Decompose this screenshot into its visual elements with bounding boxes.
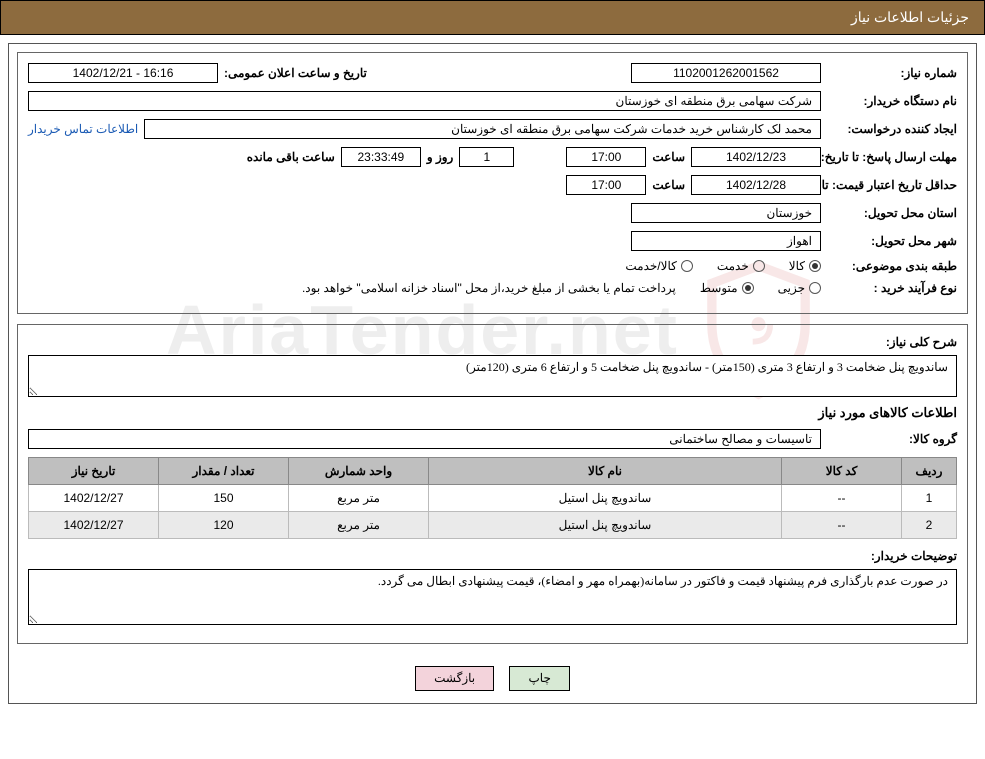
cell-qty: 150 (159, 485, 289, 512)
deadline-label: مهلت ارسال پاسخ: تا تاریخ: (827, 150, 957, 164)
buyer-contact-link[interactable]: اطلاعات تماس خریدار (28, 122, 138, 136)
row-classification: طبقه بندی موضوعی: کالا خدمت کالا/خدمت (28, 259, 957, 273)
deadline-date: 1402/12/23 (691, 147, 821, 167)
table-header-row: ردیف کد کالا نام کالا واحد شمارش تعداد /… (29, 458, 957, 485)
row-buyer-notes: توضیحات خریدار: در صورت عدم بارگذاری فرم… (28, 549, 957, 625)
classification-both[interactable]: کالا/خدمت (625, 259, 692, 273)
deadline-countdown: 23:33:49 (341, 147, 421, 167)
table-row: 2 -- ساندویچ پنل استیل متر مربع 120 1402… (29, 512, 957, 539)
page-title: جزئیات اطلاعات نیاز (851, 9, 969, 25)
th-unit: واحد شمارش (289, 458, 429, 485)
need-number-value: 1102001262001562 (631, 63, 821, 83)
deadline-days-label: روز و (427, 150, 454, 164)
validity-date: 1402/12/28 (691, 175, 821, 195)
buyer-notes-label: توضیحات خریدار: (827, 549, 957, 563)
classification-goods[interactable]: کالا (789, 259, 821, 273)
purchase-medium[interactable]: متوسط (700, 281, 754, 295)
purchase-partial[interactable]: جزیی (778, 281, 821, 295)
button-bar: چاپ بازگشت (17, 654, 968, 695)
th-date: تاریخ نیاز (29, 458, 159, 485)
items-section: شرح کلی نیاز: ساندویچ پنل ضخامت 3 و ارتف… (17, 324, 968, 644)
cell-name: ساندویچ پنل استیل (429, 485, 782, 512)
deadline-time-label: ساعت (652, 150, 685, 164)
province-value: خوزستان (631, 203, 821, 223)
row-city: شهر محل تحویل: اهواز (28, 231, 957, 251)
validity-label: حداقل تاریخ اعتبار قیمت: تا تاریخ: (827, 178, 957, 192)
announce-date-value: 16:16 - 1402/12/21 (28, 63, 218, 83)
page-title-bar: جزئیات اطلاعات نیاز (0, 0, 985, 35)
deadline-remain-label: ساعت باقی مانده (247, 150, 335, 164)
classification-label: طبقه بندی موضوعی: (827, 259, 957, 273)
radio-both-label: کالا/خدمت (625, 259, 676, 273)
radio-goods-icon (809, 260, 821, 272)
group-label: گروه کالا: (827, 432, 957, 446)
requester-value: محمد لک کارشناس خرید خدمات شرکت سهامی بر… (144, 119, 821, 139)
row-group: گروه کالا: تاسیسات و مصالح ساختمانی (28, 429, 957, 449)
city-label: شهر محل تحویل: (827, 234, 957, 248)
row-province: استان محل تحویل: خوزستان (28, 203, 957, 223)
city-value: اهواز (631, 231, 821, 251)
th-name: نام کالا (429, 458, 782, 485)
radio-medium-label: متوسط (700, 281, 738, 295)
classification-service[interactable]: خدمت (717, 259, 765, 273)
validity-time: 17:00 (566, 175, 646, 195)
cell-date: 1402/12/27 (29, 512, 159, 539)
row-buyer-device: نام دستگاه خریدار: شرکت سهامی برق منطقه … (28, 91, 957, 111)
row-need-number: شماره نیاز: 1102001262001562 تاریخ و ساع… (28, 63, 957, 83)
purchase-type-label: نوع فرآیند خرید : (827, 281, 957, 295)
cell-n: 2 (902, 512, 957, 539)
items-title: اطلاعات کالاهای مورد نیاز (28, 405, 957, 421)
announce-date-label: تاریخ و ساعت اعلان عمومی: (224, 66, 367, 80)
cell-code: -- (782, 485, 902, 512)
main-container: شماره نیاز: 1102001262001562 تاریخ و ساع… (8, 43, 977, 704)
cell-unit: متر مربع (289, 485, 429, 512)
th-qty: تعداد / مقدار (159, 458, 289, 485)
buyer-device-label: نام دستگاه خریدار: (827, 94, 957, 108)
buyer-device-value: شرکت سهامی برق منطقه ای خوزستان (28, 91, 821, 111)
buyer-notes-value[interactable]: در صورت عدم بارگذاری فرم پیشنهاد قیمت و … (28, 569, 957, 625)
cell-n: 1 (902, 485, 957, 512)
table-row: 1 -- ساندویچ پنل استیل متر مربع 150 1402… (29, 485, 957, 512)
province-label: استان محل تحویل: (827, 206, 957, 220)
need-desc-label: شرح کلی نیاز: (827, 335, 957, 349)
row-purchase-type: نوع فرآیند خرید : جزیی متوسط پرداخت تمام… (28, 281, 957, 295)
deadline-days: 1 (459, 147, 514, 167)
row-need-desc: شرح کلی نیاز: ساندویچ پنل ضخامت 3 و ارتف… (28, 335, 957, 397)
deadline-time: 17:00 (566, 147, 646, 167)
row-requester: ایجاد کننده درخواست: محمد لک کارشناس خری… (28, 119, 957, 139)
radio-service-icon (753, 260, 765, 272)
need-number-label: شماره نیاز: (827, 66, 957, 80)
info-section: شماره نیاز: 1102001262001562 تاریخ و ساع… (17, 52, 968, 314)
cell-unit: متر مربع (289, 512, 429, 539)
validity-time-label: ساعت (652, 178, 685, 192)
need-desc-value[interactable]: ساندویچ پنل ضخامت 3 و ارتفاع 3 متری (150… (28, 355, 957, 397)
row-validity: حداقل تاریخ اعتبار قیمت: تا تاریخ: 1402/… (28, 175, 957, 195)
radio-service-label: خدمت (717, 259, 749, 273)
th-row: ردیف (902, 458, 957, 485)
purchase-note: پرداخت تمام یا بخشی از مبلغ خرید،از محل … (302, 281, 676, 295)
cell-qty: 120 (159, 512, 289, 539)
back-button[interactable]: بازگشت (415, 666, 494, 691)
radio-goods-label: کالا (789, 259, 805, 273)
requester-label: ایجاد کننده درخواست: (827, 122, 957, 136)
radio-partial-label: جزیی (778, 281, 805, 295)
cell-name: ساندویچ پنل استیل (429, 512, 782, 539)
cell-date: 1402/12/27 (29, 485, 159, 512)
cell-code: -- (782, 512, 902, 539)
th-code: کد کالا (782, 458, 902, 485)
print-button[interactable]: چاپ (509, 666, 569, 691)
items-table: ردیف کد کالا نام کالا واحد شمارش تعداد /… (28, 457, 957, 539)
group-value: تاسیسات و مصالح ساختمانی (28, 429, 821, 449)
radio-both-icon (681, 260, 693, 272)
radio-medium-icon (742, 282, 754, 294)
row-deadline: مهلت ارسال پاسخ: تا تاریخ: 1402/12/23 سا… (28, 147, 957, 167)
radio-partial-icon (809, 282, 821, 294)
